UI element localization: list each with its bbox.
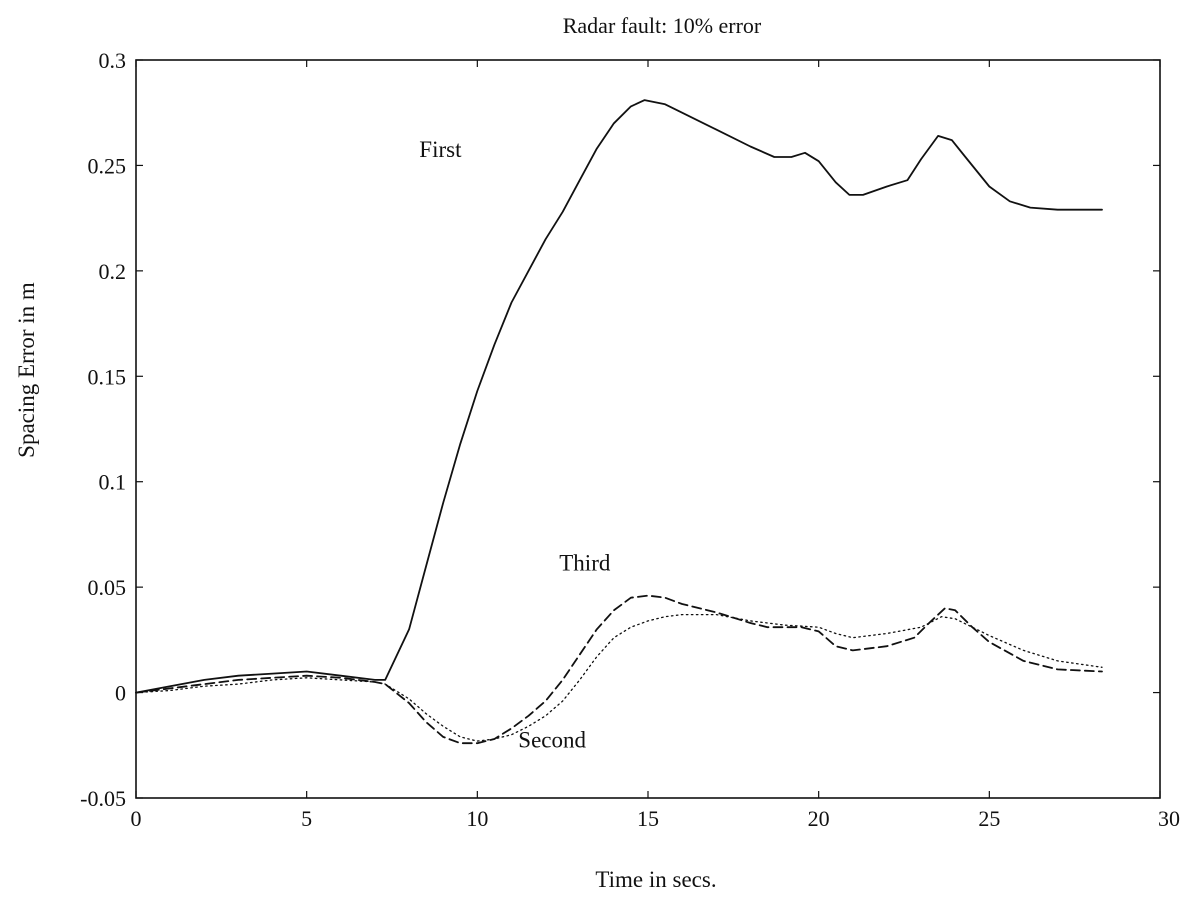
y-axis-title: Spacing Error in m [14, 282, 39, 458]
y-tick-label: 0.3 [99, 48, 127, 73]
y-tick-label: 0.15 [88, 364, 127, 389]
y-tick-label: 0 [115, 681, 126, 706]
y-axis: -0.05 0 0.05 0.1 0.15 0.2 0.25 0.3 [80, 48, 1160, 811]
series-line-first [135, 99, 1103, 694]
annotation-label: Second [518, 727, 586, 752]
plot-frame [135, 59, 1161, 799]
x-tick-label: 30 [1158, 806, 1180, 831]
annotation-label: First [419, 137, 462, 162]
x-tick-label: 10 [466, 806, 488, 831]
x-axis: 0 5 10 15 20 25 30 [131, 60, 1180, 831]
y-tick-label: 0.05 [88, 575, 127, 600]
y-tick-label: 0.25 [88, 153, 127, 178]
x-tick-label: 5 [301, 806, 312, 831]
annotation-label: Third [559, 550, 611, 575]
x-tick-label: 25 [978, 806, 1000, 831]
y-tick-label: -0.05 [80, 786, 126, 811]
x-axis-title: Time in secs. [595, 867, 716, 892]
annotation-layer: First Third Second [419, 137, 611, 752]
y-tick-label: 0.2 [99, 259, 127, 284]
y-tick-label: 0.1 [99, 470, 127, 495]
plot-border [135, 59, 1161, 799]
series-line-third [135, 594, 1103, 745]
series-line-second [135, 613, 1103, 742]
x-tick-label: 0 [131, 806, 142, 831]
chart-title: Radar fault: 10% error [563, 13, 762, 38]
x-tick-label: 15 [637, 806, 659, 831]
x-tick-label: 20 [808, 806, 830, 831]
series-layer [135, 99, 1103, 745]
